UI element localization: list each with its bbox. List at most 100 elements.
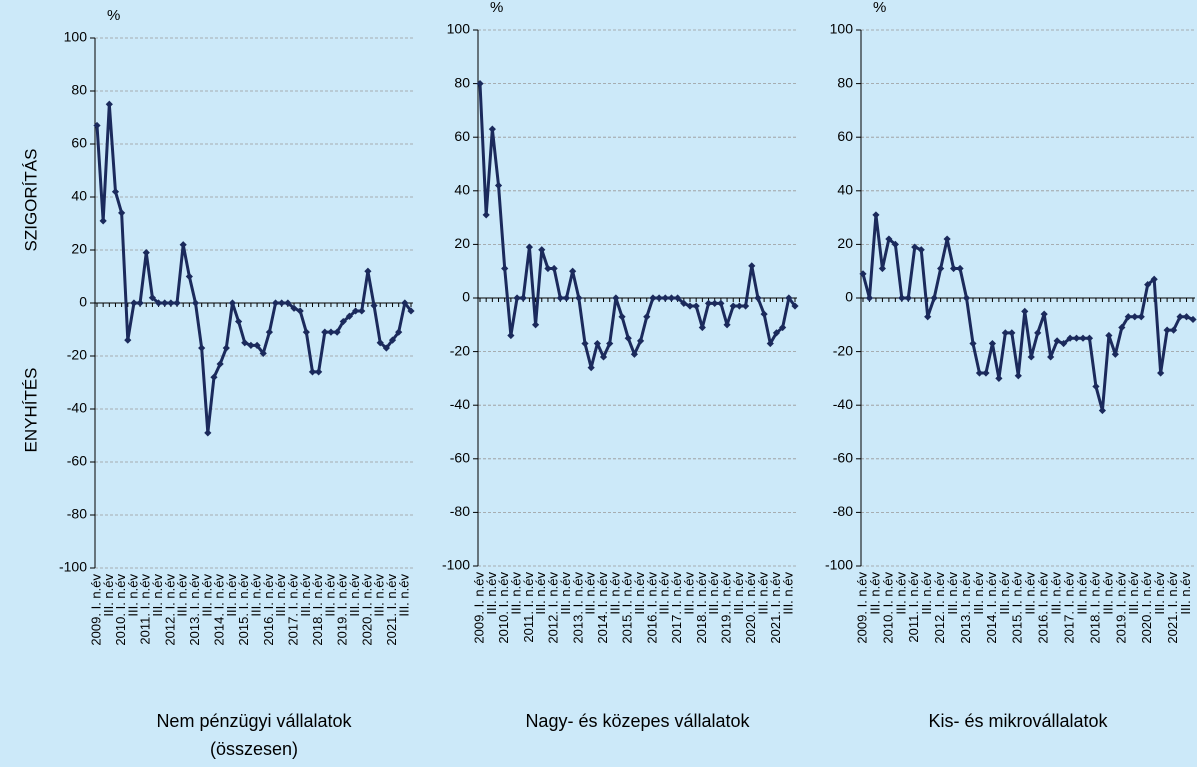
y-tick-label: 60 [837, 128, 853, 144]
x-tick-label: III. n.év [706, 572, 721, 615]
x-tick-label: 2019. I. n.év [718, 572, 733, 644]
marker [1047, 353, 1055, 361]
panel-title: (összesen) [210, 739, 298, 759]
marker [618, 313, 626, 321]
marker [99, 217, 107, 225]
marker [1124, 313, 1132, 321]
marker [136, 299, 144, 307]
marker [370, 302, 378, 310]
marker [735, 302, 744, 310]
marker [885, 235, 893, 243]
y-tick-label: -60 [67, 453, 87, 469]
y-tick-label: -80 [67, 506, 87, 522]
x-tick-label: 2018. I. n.év [694, 572, 709, 644]
marker [1131, 313, 1139, 321]
x-tick-label: III. n.év [273, 574, 288, 617]
x-tick-label: 2012. I. n.év [546, 572, 561, 644]
y-tick-label: 60 [71, 135, 87, 151]
marker [179, 241, 187, 249]
marker [630, 350, 639, 358]
marker [723, 321, 731, 329]
x-tick-label: III. n.év [298, 574, 313, 617]
marker [278, 299, 286, 307]
x-tick-label: III. n.év [945, 572, 960, 615]
marker [779, 323, 787, 332]
y-tick-label: 100 [830, 21, 854, 37]
x-tick-label: III. n.év [780, 572, 795, 615]
x-tick-label: III. n.év [1100, 572, 1115, 615]
marker [173, 299, 181, 307]
x-tick-label: 2011. I. n.év [906, 572, 921, 643]
marker [253, 341, 261, 349]
marker [995, 374, 1003, 382]
x-tick-label: III. n.év [1049, 572, 1064, 615]
marker [1105, 331, 1113, 340]
marker [859, 270, 867, 278]
marker [575, 294, 583, 302]
marker [937, 264, 945, 273]
y-tick-label: 40 [454, 182, 470, 198]
marker [345, 312, 354, 320]
marker [296, 307, 304, 315]
x-tick-label: III. n.év [372, 574, 387, 617]
marker [228, 299, 237, 307]
marker [711, 299, 719, 307]
marker [93, 121, 101, 130]
y-axis-label: % [873, 0, 886, 16]
marker [1144, 281, 1152, 289]
x-tick-label: 2016. I. n.év [644, 572, 659, 644]
x-tick-label: 2020. I. n.év [1139, 572, 1154, 644]
marker [1008, 329, 1016, 337]
x-tick-label: III. n.év [1178, 572, 1193, 615]
marker [1072, 334, 1081, 342]
y-tick-label: 0 [845, 289, 853, 305]
marker [1021, 307, 1029, 315]
y-tick-label: -20 [67, 347, 87, 363]
marker [904, 294, 912, 302]
marker [376, 339, 384, 347]
marker [766, 339, 774, 348]
marker [167, 299, 175, 307]
x-tick-label: III. n.év [224, 574, 239, 617]
y-tick-label: 80 [71, 82, 87, 98]
marker [204, 429, 212, 437]
marker [760, 310, 768, 318]
y-tick-label: -60 [450, 450, 470, 466]
marker [1040, 310, 1048, 318]
y-tick-label: 100 [64, 29, 88, 45]
marker [247, 341, 255, 349]
y-tick-label: 20 [71, 241, 87, 257]
marker [525, 243, 534, 251]
marker [308, 368, 317, 376]
marker [917, 246, 925, 254]
marker [962, 294, 971, 302]
marker [142, 249, 150, 257]
x-tick-label: 2013. I. n.év [570, 572, 585, 644]
marker [562, 294, 571, 302]
marker [482, 211, 490, 219]
x-tick-label: III. n.év [199, 574, 214, 617]
marker [241, 339, 249, 347]
y-tick-label: -20 [450, 342, 470, 358]
marker [118, 209, 126, 217]
marker [898, 294, 906, 302]
y-tick-label: 40 [71, 188, 87, 204]
marker [388, 336, 397, 344]
marker [1001, 329, 1009, 337]
x-tick-label: III. n.év [681, 572, 696, 615]
marker [519, 294, 527, 302]
marker [507, 331, 515, 340]
x-tick-label: 2012. I. n.év [932, 572, 947, 644]
marker [606, 339, 614, 348]
marker [674, 294, 682, 302]
x-tick-label: III. n.év [101, 574, 116, 617]
y-tick-label: -100 [825, 557, 853, 573]
marker [982, 369, 990, 377]
marker [494, 181, 503, 190]
marker [191, 299, 200, 307]
x-tick-label: III. n.év [125, 574, 140, 617]
marker [587, 364, 595, 372]
marker [513, 294, 521, 302]
marker [265, 328, 273, 336]
